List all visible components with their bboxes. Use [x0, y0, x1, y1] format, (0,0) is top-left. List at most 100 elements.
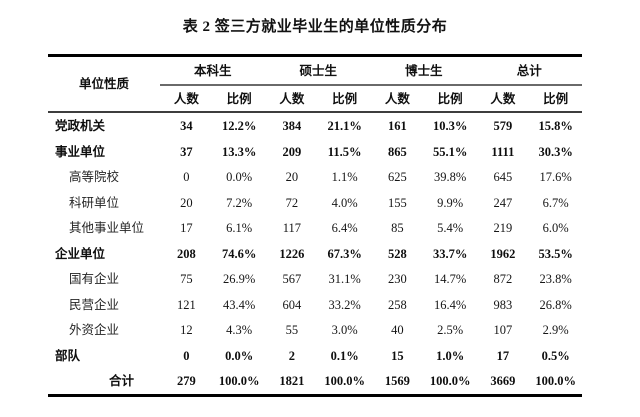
cell-value: 209 [282, 144, 302, 159]
cell-value: 3669 [490, 374, 516, 388]
cell-value: 604 [282, 297, 302, 312]
cell-value: 10.3% [432, 119, 468, 133]
cell-value: 20 [285, 170, 299, 184]
table-row: 企业单位 208 74.6% 1226 67.3% 528 33.7% 1962 53.5% [48, 241, 582, 267]
row-label: 高等院校 [69, 170, 120, 184]
cell-value: 155 [388, 195, 407, 210]
cell-value: 6.4% [331, 221, 358, 235]
cell-value: 11.5% [327, 144, 362, 159]
cell-value: 2.9% [542, 323, 569, 337]
row-label: 企业单位 [55, 246, 106, 261]
cell-value: 0.0% [225, 348, 254, 363]
unit-type-distribution-table: 单位性质 本科生 硕士生 博士生 总计 人数 比例 人数 比例 人数 比例 人数… [48, 54, 582, 397]
table-row: 外资企业 12 4.3% 55 3.0% 40 2.5% 107 2.9% [48, 317, 582, 343]
cell-value: 17.6% [539, 170, 572, 184]
cell-value: 16.4% [433, 297, 467, 312]
sub-header-count-undergraduate: 人数 [160, 84, 213, 113]
cell-value: 230 [388, 272, 407, 286]
cell-value: 9.9% [437, 195, 464, 210]
cell-value: 67.3% [327, 246, 362, 261]
cell-value: 258 [388, 297, 407, 312]
table-container: 单位性质 本科生 硕士生 博士生 总计 人数 比例 人数 比例 人数 比例 人数… [48, 54, 582, 397]
table-title: 表 2 签三方就业毕业生的单位性质分布 [182, 19, 448, 35]
table-row: 事业单位 37 13.3% 209 11.5% 865 55.1% 1111 30.3% [48, 139, 582, 165]
cell-value: 13.3% [221, 144, 257, 159]
cell-value: 20 [180, 195, 193, 210]
cell-value: 1821 [279, 374, 305, 388]
cell-value: 0 [183, 348, 190, 363]
sub-header-row: 人数 比例 人数 比例 人数 比例 人数 比例 [48, 84, 582, 113]
cell-value: 12 [180, 323, 193, 337]
row-label: 外资企业 [69, 323, 120, 337]
table-row: 党政机关 34 12.2% 384 21.1% 161 10.3% 579 15.8% [48, 112, 582, 139]
cell-value: 0 [183, 170, 190, 184]
cell-value: 161 [388, 119, 407, 133]
table-row: 民营企业 121 43.4% 604 33.2% 258 16.4% 983 26.8% [48, 292, 582, 318]
cell-value: 1226 [279, 246, 305, 261]
group-header-total: 总计 [476, 55, 582, 86]
cell-value: 3.0% [331, 323, 358, 337]
cell-value: 872 [493, 272, 513, 286]
table-row: 部队 0 0.0% 2 0.1% 15 1.0% 17 0.5% [48, 343, 582, 369]
cell-value: 26.8% [539, 297, 572, 312]
cell-value: 100.0% [535, 374, 576, 388]
cell-value: 30.3% [538, 144, 573, 159]
cell-value: 279 [177, 374, 196, 388]
document-page: 表 2 签三方就业毕业生的单位性质分布 单位性质 本科生 硕士生 博士生 总计 … [0, 15, 640, 417]
cell-value: 1962 [490, 246, 516, 261]
table-row: 科研单位 20 7.2% 72 4.0% 155 9.9% 247 6.7% [48, 190, 582, 216]
cell-value: 33.7% [432, 246, 468, 261]
cell-value: 384 [282, 119, 302, 133]
row-label: 合计 [108, 374, 134, 388]
cell-value: 208 [177, 246, 196, 261]
cell-value: 4.0% [331, 195, 358, 210]
row-label: 其他事业单位 [69, 221, 145, 235]
cell-value: 567 [282, 272, 302, 286]
cell-value: 39.8% [433, 170, 467, 184]
table-header: 单位性质 本科生 硕士生 博士生 总计 人数 比例 人数 比例 人数 比例 人数… [48, 55, 582, 113]
row-label: 党政机关 [55, 119, 106, 133]
cell-value: 2 [288, 348, 295, 363]
sub-header-count-total: 人数 [476, 84, 530, 113]
sub-header-ratio-master: 比例 [318, 84, 371, 113]
cell-value: 579 [493, 119, 513, 133]
column-header-unit-type: 单位性质 [48, 55, 160, 113]
cell-value: 55.1% [432, 144, 468, 159]
cell-value: 2.5% [437, 323, 464, 337]
cell-value: 1111 [491, 144, 515, 159]
cell-value: 14.7% [433, 272, 467, 286]
cell-value: 55 [285, 323, 299, 337]
cell-value: 983 [493, 297, 513, 312]
sub-header-count-doctoral: 人数 [371, 84, 424, 113]
cell-value: 865 [388, 144, 407, 159]
cell-value: 85 [391, 221, 404, 235]
cell-value: 33.2% [328, 297, 361, 312]
cell-value: 15 [391, 348, 404, 363]
cell-value: 53.5% [538, 246, 573, 261]
table-row: 高等院校 0 0.0% 20 1.1% 625 39.8% 645 17.6% [48, 164, 582, 190]
row-label: 民营企业 [69, 297, 120, 312]
cell-value: 26.9% [222, 272, 256, 286]
cell-value: 121 [177, 297, 196, 312]
cell-value: 0.1% [330, 348, 359, 363]
table-row: 合计 279 100.0% 1821 100.0% 1569 100.0% 3669 100.0… [48, 368, 582, 395]
row-label: 国有企业 [69, 272, 120, 286]
sub-header-count-master: 人数 [265, 84, 319, 113]
sub-header-ratio-undergraduate: 比例 [212, 84, 266, 113]
cell-value: 7.2% [226, 195, 253, 210]
cell-value: 15.8% [538, 119, 573, 133]
cell-value: 40 [391, 323, 404, 337]
table-row: 国有企业 75 26.9% 567 31.1% 230 14.7% 872 23.8% [48, 266, 582, 292]
cell-value: 4.3% [226, 323, 253, 337]
group-header-undergraduate: 本科生 [160, 55, 266, 86]
row-label: 事业单位 [55, 144, 106, 159]
cell-value: 34 [180, 119, 193, 133]
cell-value: 625 [388, 170, 407, 184]
cell-value: 6.0% [542, 221, 569, 235]
cell-value: 219 [493, 221, 513, 235]
cell-value: 100.0% [324, 374, 365, 388]
cell-value: 0.0% [226, 170, 253, 184]
cell-value: 645 [493, 170, 513, 184]
cell-value: 1.1% [331, 170, 358, 184]
row-label: 部队 [55, 348, 81, 363]
